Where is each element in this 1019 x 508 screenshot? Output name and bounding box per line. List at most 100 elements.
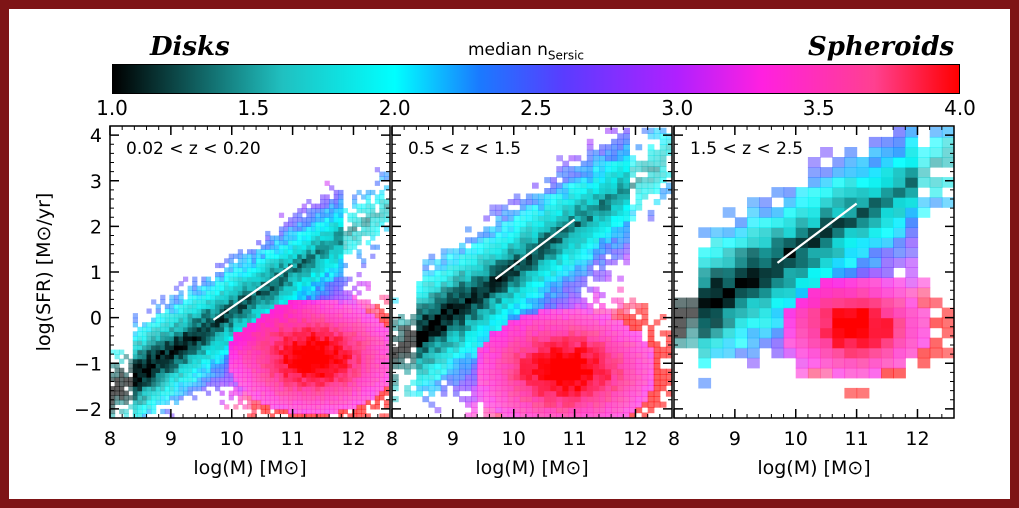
heatmap-cell xyxy=(544,390,551,397)
heatmap-cell xyxy=(379,340,385,346)
heatmap-cell xyxy=(611,308,618,315)
heatmap-cell xyxy=(617,412,624,419)
heatmap-cell xyxy=(580,248,588,255)
heatmap-cell xyxy=(137,372,143,378)
heatmap-cell xyxy=(137,408,143,415)
heatmap-cell xyxy=(132,345,138,351)
heatmap-cell xyxy=(228,395,234,401)
heatmap-cell xyxy=(556,330,563,337)
heatmap-cell xyxy=(278,308,285,314)
heatmap-cell xyxy=(592,374,600,381)
heatmap-cell xyxy=(260,404,266,410)
heatmap-cell xyxy=(142,376,148,383)
heatmap-cell xyxy=(192,285,198,291)
heatmap-cell xyxy=(352,203,358,209)
heatmap-cell xyxy=(315,212,321,218)
heatmap-cell xyxy=(665,379,673,386)
heatmap-cell xyxy=(513,390,521,397)
heatmap-cell xyxy=(629,346,637,353)
heatmap-cell xyxy=(617,253,624,260)
heatmap-cell xyxy=(477,308,484,315)
heatmap-cell xyxy=(301,290,307,296)
heatmap-cell xyxy=(452,248,460,255)
heatmap-cell xyxy=(513,385,521,392)
heatmap-cell xyxy=(342,326,348,332)
heatmap-cell xyxy=(635,182,643,189)
heatmap-cell xyxy=(617,314,624,321)
heatmap-cell xyxy=(315,308,321,314)
heatmap-cell xyxy=(507,281,515,288)
heatmap-cell xyxy=(205,390,212,396)
heatmap-cell xyxy=(586,363,594,370)
heatmap-cell xyxy=(324,335,330,342)
heatmap-cell xyxy=(260,281,266,287)
heatmap-cell xyxy=(320,299,326,305)
heatmap-cell xyxy=(201,303,207,310)
heatmap-cell xyxy=(513,379,521,386)
heatmap-cell xyxy=(187,322,193,328)
heatmap-cell xyxy=(164,335,170,342)
heatmap-cell xyxy=(599,204,606,211)
heatmap-cell xyxy=(251,367,257,373)
heatmap-cell xyxy=(574,188,582,195)
heatmap-cell xyxy=(310,299,317,305)
heatmap-cell xyxy=(269,331,275,337)
heatmap-cell xyxy=(297,395,303,401)
heatmap-cell xyxy=(617,330,624,337)
heatmap-cell xyxy=(164,354,170,360)
heatmap-cell xyxy=(532,346,539,353)
heatmap-cell xyxy=(404,330,411,337)
heatmap-cell xyxy=(586,407,594,414)
heatmap-cell xyxy=(519,385,527,392)
heatmap-cell xyxy=(269,240,275,246)
heatmap-cell xyxy=(568,368,576,375)
heatmap-cell xyxy=(710,227,724,238)
heatmap-cell xyxy=(592,292,600,299)
heatmap-cell xyxy=(722,257,736,268)
heatmap-cell xyxy=(370,331,376,337)
heatmap-cell xyxy=(228,262,234,269)
heatmap-cell xyxy=(580,379,588,386)
heatmap-cell xyxy=(251,322,257,328)
heatmap-cell xyxy=(274,285,280,291)
heatmap-cell xyxy=(574,319,582,326)
heatmap-cell xyxy=(320,226,326,232)
heatmap-cell xyxy=(611,182,618,189)
heatmap-cell xyxy=(519,374,527,381)
heatmap-cell xyxy=(556,281,563,288)
heatmap-cell xyxy=(251,358,257,364)
heatmap-cell xyxy=(586,401,594,408)
y-tick-label: −1 xyxy=(74,353,102,375)
heatmap-cell xyxy=(659,330,667,337)
heatmap-cell xyxy=(310,290,317,296)
heatmap-cell xyxy=(562,242,570,249)
heatmap-cell xyxy=(187,358,193,364)
heatmap-cell xyxy=(844,177,858,188)
heatmap-cell xyxy=(856,227,870,238)
heatmap-cell xyxy=(844,267,858,278)
heatmap-cell xyxy=(452,390,460,397)
heatmap-cell xyxy=(599,171,606,178)
heatmap-cell xyxy=(501,275,509,282)
heatmap-cell xyxy=(592,314,600,321)
heatmap-cell xyxy=(434,281,442,288)
heatmap-cell xyxy=(292,299,298,305)
heatmap-cell xyxy=(538,308,545,315)
heatmap-cell xyxy=(132,386,138,392)
heatmap-cell xyxy=(288,372,294,378)
heatmap-cell xyxy=(379,354,385,360)
heatmap-cell xyxy=(440,297,448,304)
heatmap-cell xyxy=(288,221,294,227)
heatmap-cell xyxy=(274,358,280,364)
heatmap-cell xyxy=(338,349,344,355)
heatmap-cell xyxy=(795,207,809,218)
heatmap-cell xyxy=(459,286,466,293)
heatmap-cell xyxy=(242,372,248,378)
heatmap-cell xyxy=(278,240,285,246)
heatmap-cell xyxy=(251,272,257,278)
heatmap-cell xyxy=(440,248,448,255)
heatmap-cell xyxy=(820,227,833,238)
heatmap-cell xyxy=(410,379,417,386)
heatmap-cell xyxy=(333,326,339,332)
heatmap-cell xyxy=(356,249,362,255)
